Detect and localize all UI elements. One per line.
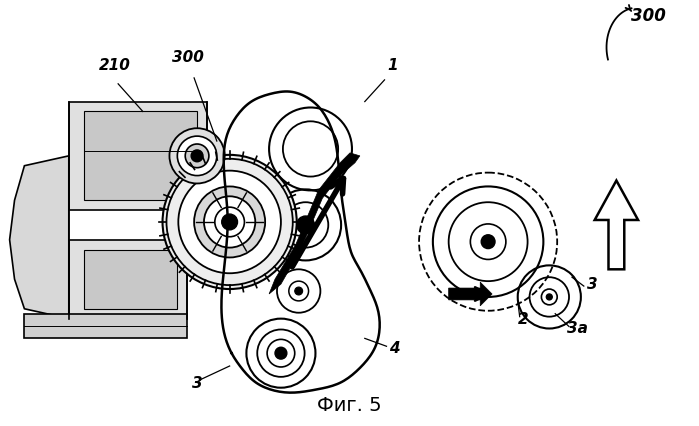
Polygon shape xyxy=(84,250,178,309)
Text: 1: 1 xyxy=(387,58,398,73)
Circle shape xyxy=(470,224,506,259)
Circle shape xyxy=(222,214,238,230)
Circle shape xyxy=(169,128,224,184)
Text: 3: 3 xyxy=(192,376,203,391)
Circle shape xyxy=(185,144,209,168)
Circle shape xyxy=(194,187,265,257)
Text: Фиг. 5: Фиг. 5 xyxy=(317,396,382,415)
Circle shape xyxy=(178,136,217,176)
Circle shape xyxy=(191,150,203,162)
Polygon shape xyxy=(84,112,197,200)
Polygon shape xyxy=(10,156,69,319)
Text: 3a: 3a xyxy=(567,322,588,337)
Circle shape xyxy=(163,155,296,289)
Text: 2: 2 xyxy=(518,311,528,327)
Polygon shape xyxy=(449,282,492,306)
Text: 210: 210 xyxy=(99,58,130,73)
Polygon shape xyxy=(69,101,207,210)
Text: 300: 300 xyxy=(173,50,204,65)
Circle shape xyxy=(275,347,287,359)
Circle shape xyxy=(204,196,255,248)
Circle shape xyxy=(178,171,281,273)
Polygon shape xyxy=(69,240,187,319)
Circle shape xyxy=(295,287,303,295)
Text: 3: 3 xyxy=(586,277,598,292)
Polygon shape xyxy=(24,314,187,338)
Circle shape xyxy=(481,235,495,249)
Text: 4: 4 xyxy=(389,341,400,356)
Circle shape xyxy=(547,294,552,300)
Circle shape xyxy=(296,216,315,234)
Polygon shape xyxy=(269,153,360,294)
Text: 300: 300 xyxy=(631,7,666,25)
Circle shape xyxy=(542,289,557,305)
